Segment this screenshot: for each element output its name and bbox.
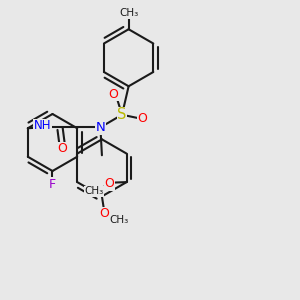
Text: O: O: [104, 177, 114, 190]
Text: CH₃: CH₃: [119, 8, 138, 18]
Text: CH₃: CH₃: [85, 186, 104, 196]
Text: O: O: [109, 88, 118, 101]
Text: F: F: [49, 178, 56, 191]
Text: O: O: [137, 112, 147, 125]
Text: N: N: [95, 121, 105, 134]
Text: O: O: [58, 142, 68, 155]
Text: NH: NH: [34, 119, 51, 132]
Text: CH₃: CH₃: [110, 215, 129, 225]
Text: O: O: [99, 207, 109, 220]
Text: S: S: [117, 107, 127, 122]
